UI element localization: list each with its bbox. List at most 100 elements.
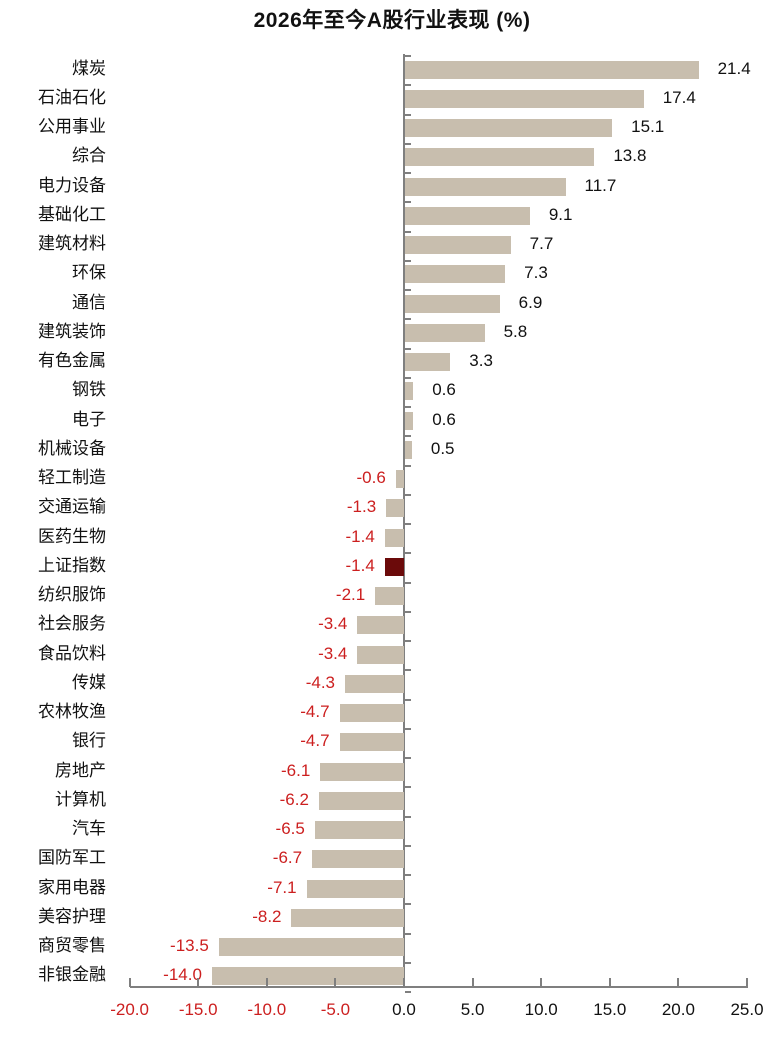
value-label: 11.7 bbox=[584, 175, 617, 195]
y-axis-tick bbox=[405, 435, 411, 438]
bar bbox=[405, 294, 500, 313]
value-label: -3.4 bbox=[318, 643, 348, 663]
x-axis-tick-label: -15.0 bbox=[178, 1000, 218, 1019]
x-axis-tick-label: -5.0 bbox=[320, 1000, 351, 1019]
category-label: 交通运输 bbox=[38, 497, 106, 517]
category-label: 非银金融 bbox=[38, 965, 106, 985]
x-axis-tick bbox=[403, 978, 405, 987]
bar bbox=[357, 616, 404, 635]
bar bbox=[211, 967, 404, 986]
value-label: -0.6 bbox=[356, 468, 386, 488]
x-axis-tick-label: 20.0 bbox=[661, 1000, 695, 1019]
x-axis-tick-label: 25.0 bbox=[730, 1000, 764, 1019]
x-axis-tick bbox=[471, 978, 474, 987]
bar bbox=[405, 265, 506, 284]
y-axis-tick bbox=[405, 464, 411, 467]
y-axis-tick bbox=[405, 406, 411, 408]
category-label: 轻工制造 bbox=[38, 468, 106, 488]
category-label: 综合 bbox=[72, 146, 106, 166]
category-label: 社会服务 bbox=[38, 614, 106, 634]
x-axis-tick-label: -20.0 bbox=[110, 1000, 149, 1019]
y-axis-tick bbox=[405, 84, 411, 87]
category-label: 环保 bbox=[72, 263, 106, 283]
bar bbox=[357, 645, 404, 664]
y-axis-tick bbox=[405, 961, 411, 964]
x-axis-tick-label: -10.0 bbox=[247, 1000, 287, 1019]
value-label: -13.5 bbox=[170, 936, 209, 956]
value-label: -4.7 bbox=[300, 731, 330, 751]
y-axis-tick bbox=[405, 669, 411, 672]
value-label: -3.4 bbox=[318, 614, 348, 634]
bar bbox=[339, 733, 404, 752]
category-label: 商贸零售 bbox=[38, 936, 106, 956]
bar bbox=[386, 499, 404, 518]
x-axis-tick bbox=[128, 978, 131, 987]
x-axis-tick-label: 10.0 bbox=[524, 1000, 558, 1019]
y-axis-tick bbox=[405, 259, 411, 262]
value-label: -1.4 bbox=[345, 526, 375, 546]
value-label: 17.4 bbox=[662, 87, 696, 107]
y-axis-tick bbox=[405, 55, 411, 57]
category-label: 医药生物 bbox=[38, 526, 106, 546]
x-axis-tick bbox=[197, 978, 200, 987]
category-label: 石油石化 bbox=[38, 87, 106, 107]
y-axis-tick bbox=[405, 757, 411, 759]
y-axis-tick bbox=[405, 610, 411, 613]
category-label: 基础化工 bbox=[38, 204, 106, 224]
bar bbox=[405, 353, 451, 372]
y-axis-tick bbox=[405, 113, 411, 116]
value-label: -6.7 bbox=[272, 848, 303, 868]
y-axis-tick bbox=[405, 318, 411, 321]
x-axis-tick bbox=[746, 978, 748, 987]
category-label: 国防军工 bbox=[38, 848, 106, 868]
bar bbox=[291, 908, 404, 927]
y-axis-tick bbox=[405, 142, 411, 145]
bar bbox=[384, 528, 404, 547]
bar bbox=[312, 850, 404, 869]
value-label: -4.3 bbox=[305, 672, 336, 692]
value-label: -8.2 bbox=[252, 906, 282, 926]
y-axis-tick bbox=[405, 903, 411, 906]
bar bbox=[314, 821, 404, 840]
y-axis-tick bbox=[405, 727, 411, 730]
y-axis-tick bbox=[405, 493, 411, 496]
y-axis-tick bbox=[405, 932, 411, 935]
value-label: 7.7 bbox=[529, 234, 554, 254]
y-axis-tick bbox=[405, 201, 411, 204]
y-axis-tick bbox=[405, 376, 411, 379]
y-axis-tick bbox=[405, 874, 411, 876]
bar bbox=[405, 119, 613, 138]
y-axis-tick bbox=[405, 347, 411, 350]
category-label: 机械设备 bbox=[38, 438, 106, 458]
x-axis-tick bbox=[540, 978, 543, 987]
value-label: -6.2 bbox=[279, 789, 309, 809]
category-label: 有色金属 bbox=[38, 351, 106, 371]
value-label: 15.1 bbox=[631, 117, 665, 137]
x-axis-tick-label: 15.0 bbox=[593, 1000, 627, 1019]
y-axis-tick bbox=[405, 991, 411, 993]
bar bbox=[218, 938, 404, 957]
value-label: 0.6 bbox=[432, 409, 456, 429]
category-label: 计算机 bbox=[55, 789, 106, 809]
value-label: -7.1 bbox=[267, 877, 297, 897]
bar bbox=[405, 236, 511, 255]
category-label: 上证指数 bbox=[38, 555, 106, 575]
category-label: 纺织服饰 bbox=[38, 585, 106, 605]
value-label: -4.7 bbox=[300, 702, 330, 722]
value-label: 13.8 bbox=[613, 146, 647, 166]
bar bbox=[405, 177, 566, 196]
x-axis-tick-label: 5.0 bbox=[460, 1000, 485, 1019]
bar bbox=[375, 587, 404, 606]
bar bbox=[395, 470, 404, 489]
value-label: 21.4 bbox=[717, 58, 751, 78]
bar bbox=[405, 89, 644, 108]
value-label: -1.4 bbox=[345, 555, 375, 575]
bar bbox=[405, 206, 530, 225]
value-label: 5.8 bbox=[503, 321, 528, 341]
value-label: -14.0 bbox=[163, 965, 202, 985]
category-label: 建筑装饰 bbox=[38, 321, 106, 341]
bar bbox=[318, 791, 404, 810]
bar bbox=[405, 382, 414, 401]
y-axis-tick bbox=[405, 698, 411, 701]
